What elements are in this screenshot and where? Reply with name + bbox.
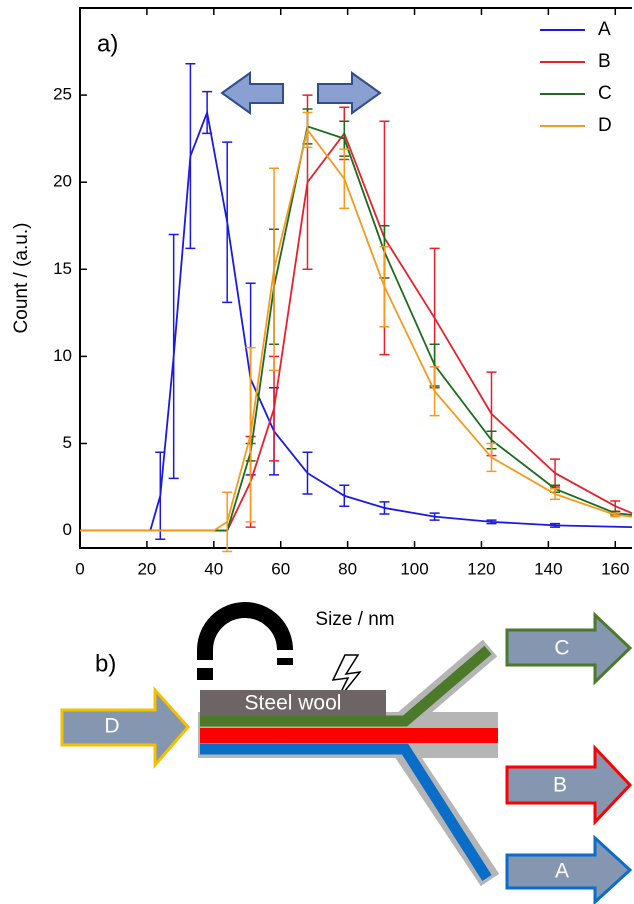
series-line xyxy=(80,109,633,532)
error-bar xyxy=(185,62,196,250)
y-tick-label: 10 xyxy=(53,346,72,365)
x-tick-label: 100 xyxy=(400,559,428,578)
shift-arrow xyxy=(317,71,382,115)
error-bar xyxy=(202,90,213,135)
error-bar xyxy=(486,442,497,473)
error-bar xyxy=(429,366,440,417)
x-tick-label: 40 xyxy=(204,559,223,578)
shift-arrow xyxy=(220,71,284,115)
x-tick-label: 60 xyxy=(271,559,290,578)
magnet xyxy=(197,602,293,680)
y-tick-label: 5 xyxy=(63,433,72,452)
error-bar xyxy=(155,451,166,541)
outlet-label: B xyxy=(553,774,567,797)
plot-frame xyxy=(79,7,632,549)
y-tick-label: 20 xyxy=(53,172,72,191)
error-bar xyxy=(429,512,440,521)
error-bar xyxy=(550,488,561,500)
error-bar xyxy=(610,500,621,513)
channel-a xyxy=(200,743,492,881)
x-tick-label: 80 xyxy=(338,559,357,578)
inlet-arrow xyxy=(60,686,190,770)
error-bar xyxy=(222,141,233,304)
legend-label: A xyxy=(598,19,611,40)
x-tick-label: 160 xyxy=(601,559,629,578)
error-bar xyxy=(269,167,280,372)
steel-wool xyxy=(200,690,386,716)
channel-c xyxy=(200,645,492,727)
outlet-arrow xyxy=(505,744,633,826)
outlet-arrow xyxy=(505,611,633,686)
error-bar xyxy=(339,148,350,210)
series-line xyxy=(80,125,633,532)
x-tick-label: 140 xyxy=(534,559,562,578)
y-tick-label: 15 xyxy=(53,259,72,278)
channel-b xyxy=(200,728,498,743)
error-bar xyxy=(379,501,390,515)
error-bar xyxy=(302,451,313,495)
outlet-label: C xyxy=(554,637,569,660)
lightning xyxy=(331,654,362,703)
outlet-label: A xyxy=(555,860,569,883)
error-bar xyxy=(269,355,280,462)
legend-label: D xyxy=(598,115,612,136)
panel-label: a) xyxy=(97,30,118,57)
x-axis-label: Size / nm xyxy=(315,609,394,630)
panel-label: b) xyxy=(95,650,116,677)
y-tick-label: 0 xyxy=(63,520,72,539)
error-bar xyxy=(610,512,621,518)
legend-label: B xyxy=(598,51,611,72)
y-axis-label: Count / (a.u.) xyxy=(11,223,32,334)
inlet-label: D xyxy=(104,715,119,738)
error-bar xyxy=(379,245,390,328)
error-bar xyxy=(222,491,233,553)
y-tick-label: 25 xyxy=(53,85,72,104)
steel-wool-label: Steel wool xyxy=(245,692,342,715)
x-tick-label: 0 xyxy=(75,559,84,578)
x-tick-label: 120 xyxy=(467,559,495,578)
series-line xyxy=(80,131,633,532)
error-bar xyxy=(550,458,561,488)
error-bar xyxy=(302,111,313,149)
legend-label: C xyxy=(598,83,612,104)
error-bar xyxy=(339,484,350,507)
error-bar xyxy=(245,346,256,523)
x-tick-label: 20 xyxy=(137,559,156,578)
outlet-arrow xyxy=(505,834,633,904)
diagram: b) Steel wool D C B A xyxy=(60,602,633,904)
error-bar xyxy=(550,522,561,528)
error-bar xyxy=(168,233,179,480)
error-bar xyxy=(486,519,497,525)
